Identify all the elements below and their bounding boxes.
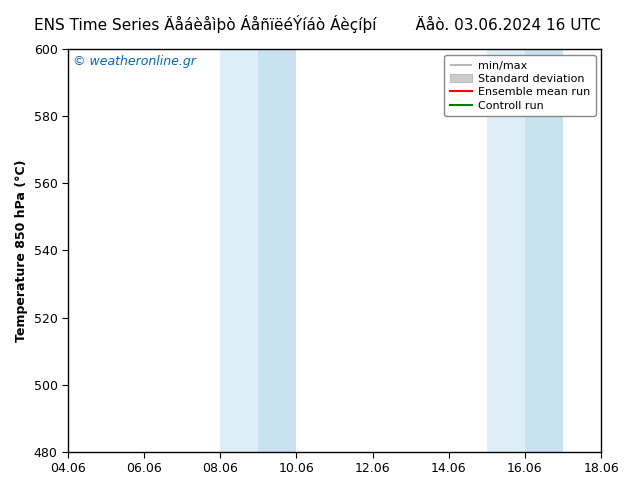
Y-axis label: Temperature 850 hPa (°C): Temperature 850 hPa (°C) [15,159,28,342]
Bar [259,49,297,452]
Text: © weatheronline.gr: © weatheronline.gr [74,55,196,69]
Bar [525,49,563,452]
Legend: min/max, Standard deviation, Ensemble mean run, Controll run: min/max, Standard deviation, Ensemble me… [444,55,595,116]
Bar [487,49,525,452]
Bar [220,49,259,452]
Text: ENS Time Series Äåáèåìþò ÁåñïëéÝíáò Áèçíþí        Äåò. 03.06.2024 16 UTC: ENS Time Series Äåáèåìþò ÁåñïëéÝíáò Áèçí… [34,15,600,33]
